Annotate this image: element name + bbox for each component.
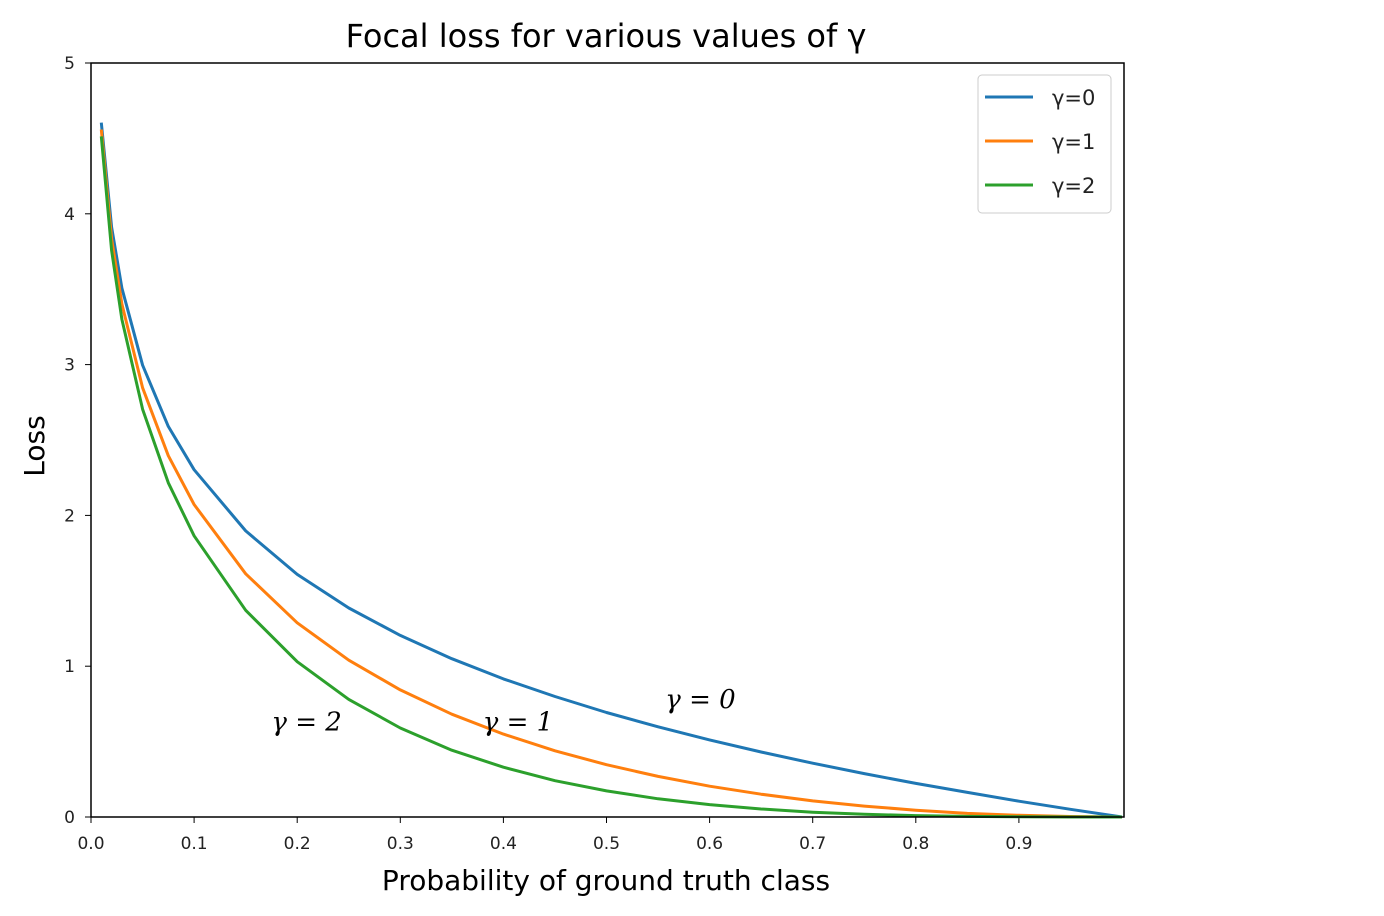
x-tick-label: 0.6: [696, 834, 723, 854]
x-tick-label: 0.0: [77, 834, 104, 854]
chart-title: Focal loss for various values of γ: [346, 17, 867, 55]
y-tick-label: 2: [64, 506, 75, 526]
legend-box: [977, 74, 1112, 214]
y-tick-label: 1: [64, 657, 75, 677]
x-axis-label: Probability of ground truth class: [382, 864, 830, 897]
y-axis-label: Loss: [18, 415, 51, 476]
annotation-label: γ = 0: [665, 685, 735, 715]
x-tick-label: 0.1: [181, 834, 208, 854]
x-tick-label: 0.7: [799, 834, 826, 854]
x-tick-label: 0.9: [1005, 834, 1032, 854]
y-tick-label: 0: [64, 808, 75, 828]
x-tick-label: 0.2: [284, 834, 311, 854]
legend: γ=0 γ=1 γ=2: [977, 74, 1112, 214]
legend-label: γ=0: [1052, 86, 1095, 110]
x-tick-label: 0.5: [593, 834, 620, 854]
series-line-gamma-1: [99, 129, 1123, 819]
x-tick-label: 0.3: [387, 834, 414, 854]
series-line-gamma-2: [99, 136, 1122, 819]
legend-label: γ=1: [1052, 130, 1095, 154]
series-line-gamma-0: [99, 122, 1123, 819]
annotation-label: γ = 2: [271, 707, 341, 737]
y-tick-label: 3: [64, 356, 75, 376]
y-tick-label: 5: [64, 54, 75, 74]
y-tick-label: 4: [64, 205, 75, 225]
x-tick-label: 0.8: [902, 834, 929, 854]
plot-frame: [90, 62, 1125, 818]
legend-label: γ=2: [1052, 174, 1095, 198]
x-tick-label: 0.4: [490, 834, 517, 854]
annotation-label: γ = 1: [483, 707, 553, 737]
